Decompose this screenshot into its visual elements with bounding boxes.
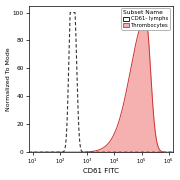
X-axis label: CD61 FITC: CD61 FITC — [83, 168, 119, 174]
Y-axis label: Normalized To Mode: Normalized To Mode — [6, 47, 11, 111]
Legend: CD61- lymphs, Thrombocytes: CD61- lymphs, Thrombocytes — [122, 8, 170, 30]
